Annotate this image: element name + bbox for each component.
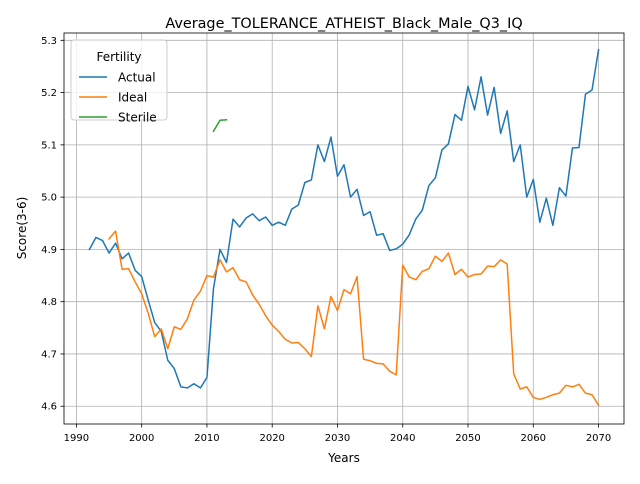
x-axis-label: Years — [327, 451, 360, 465]
y-tick-label: 5.2 — [41, 88, 57, 99]
y-tick-label: 4.6 — [41, 402, 57, 413]
legend-label-actual: Actual — [118, 71, 156, 85]
chart-title: Average_TOLERANCE_ATHEIST_Black_Male_Q3_… — [165, 16, 522, 32]
y-tick-label: 4.7 — [41, 349, 57, 360]
series-lines — [88, 48, 600, 407]
plot-frame — [63, 32, 625, 425]
legend-box — [70, 39, 168, 121]
y-tick-label: 4.9 — [41, 245, 57, 256]
x-tick-label: 1990 — [64, 433, 89, 444]
series-line-sterile — [212, 118, 228, 133]
series-line-actual — [88, 48, 600, 389]
legend-entries: Actual Ideal Sterile — [79, 71, 157, 125]
x-tick-label: 2060 — [521, 433, 546, 444]
legend-label-sterile: Sterile — [118, 111, 157, 125]
axis-ticks: 1990 2000 2010 2020 2030 2040 2050 2060 2070 4.6 4… — [41, 36, 611, 444]
legend-title: Fertility — [96, 50, 141, 64]
legend-label-ideal: Ideal — [118, 91, 147, 105]
series-line-ideal — [107, 230, 600, 407]
x-tick-label: 2010 — [194, 433, 219, 444]
legend: Fertility Actual Ideal Sterile — [70, 39, 168, 125]
x-tick-label: 2000 — [129, 433, 154, 444]
x-tick-label: 2070 — [586, 433, 611, 444]
y-tick-label: 5.0 — [41, 193, 57, 204]
y-tick-label: 4.8 — [41, 297, 57, 308]
x-tick-label: 2050 — [455, 433, 480, 444]
grid — [64, 33, 624, 424]
y-axis-label: Score(3-6) — [15, 197, 29, 260]
x-tick-label: 2040 — [390, 433, 415, 444]
y-tick-label: 5.1 — [41, 140, 57, 151]
y-tick-label: 5.3 — [41, 36, 57, 47]
x-tick-label: 2030 — [325, 433, 350, 444]
x-tick-label: 2020 — [259, 433, 284, 444]
